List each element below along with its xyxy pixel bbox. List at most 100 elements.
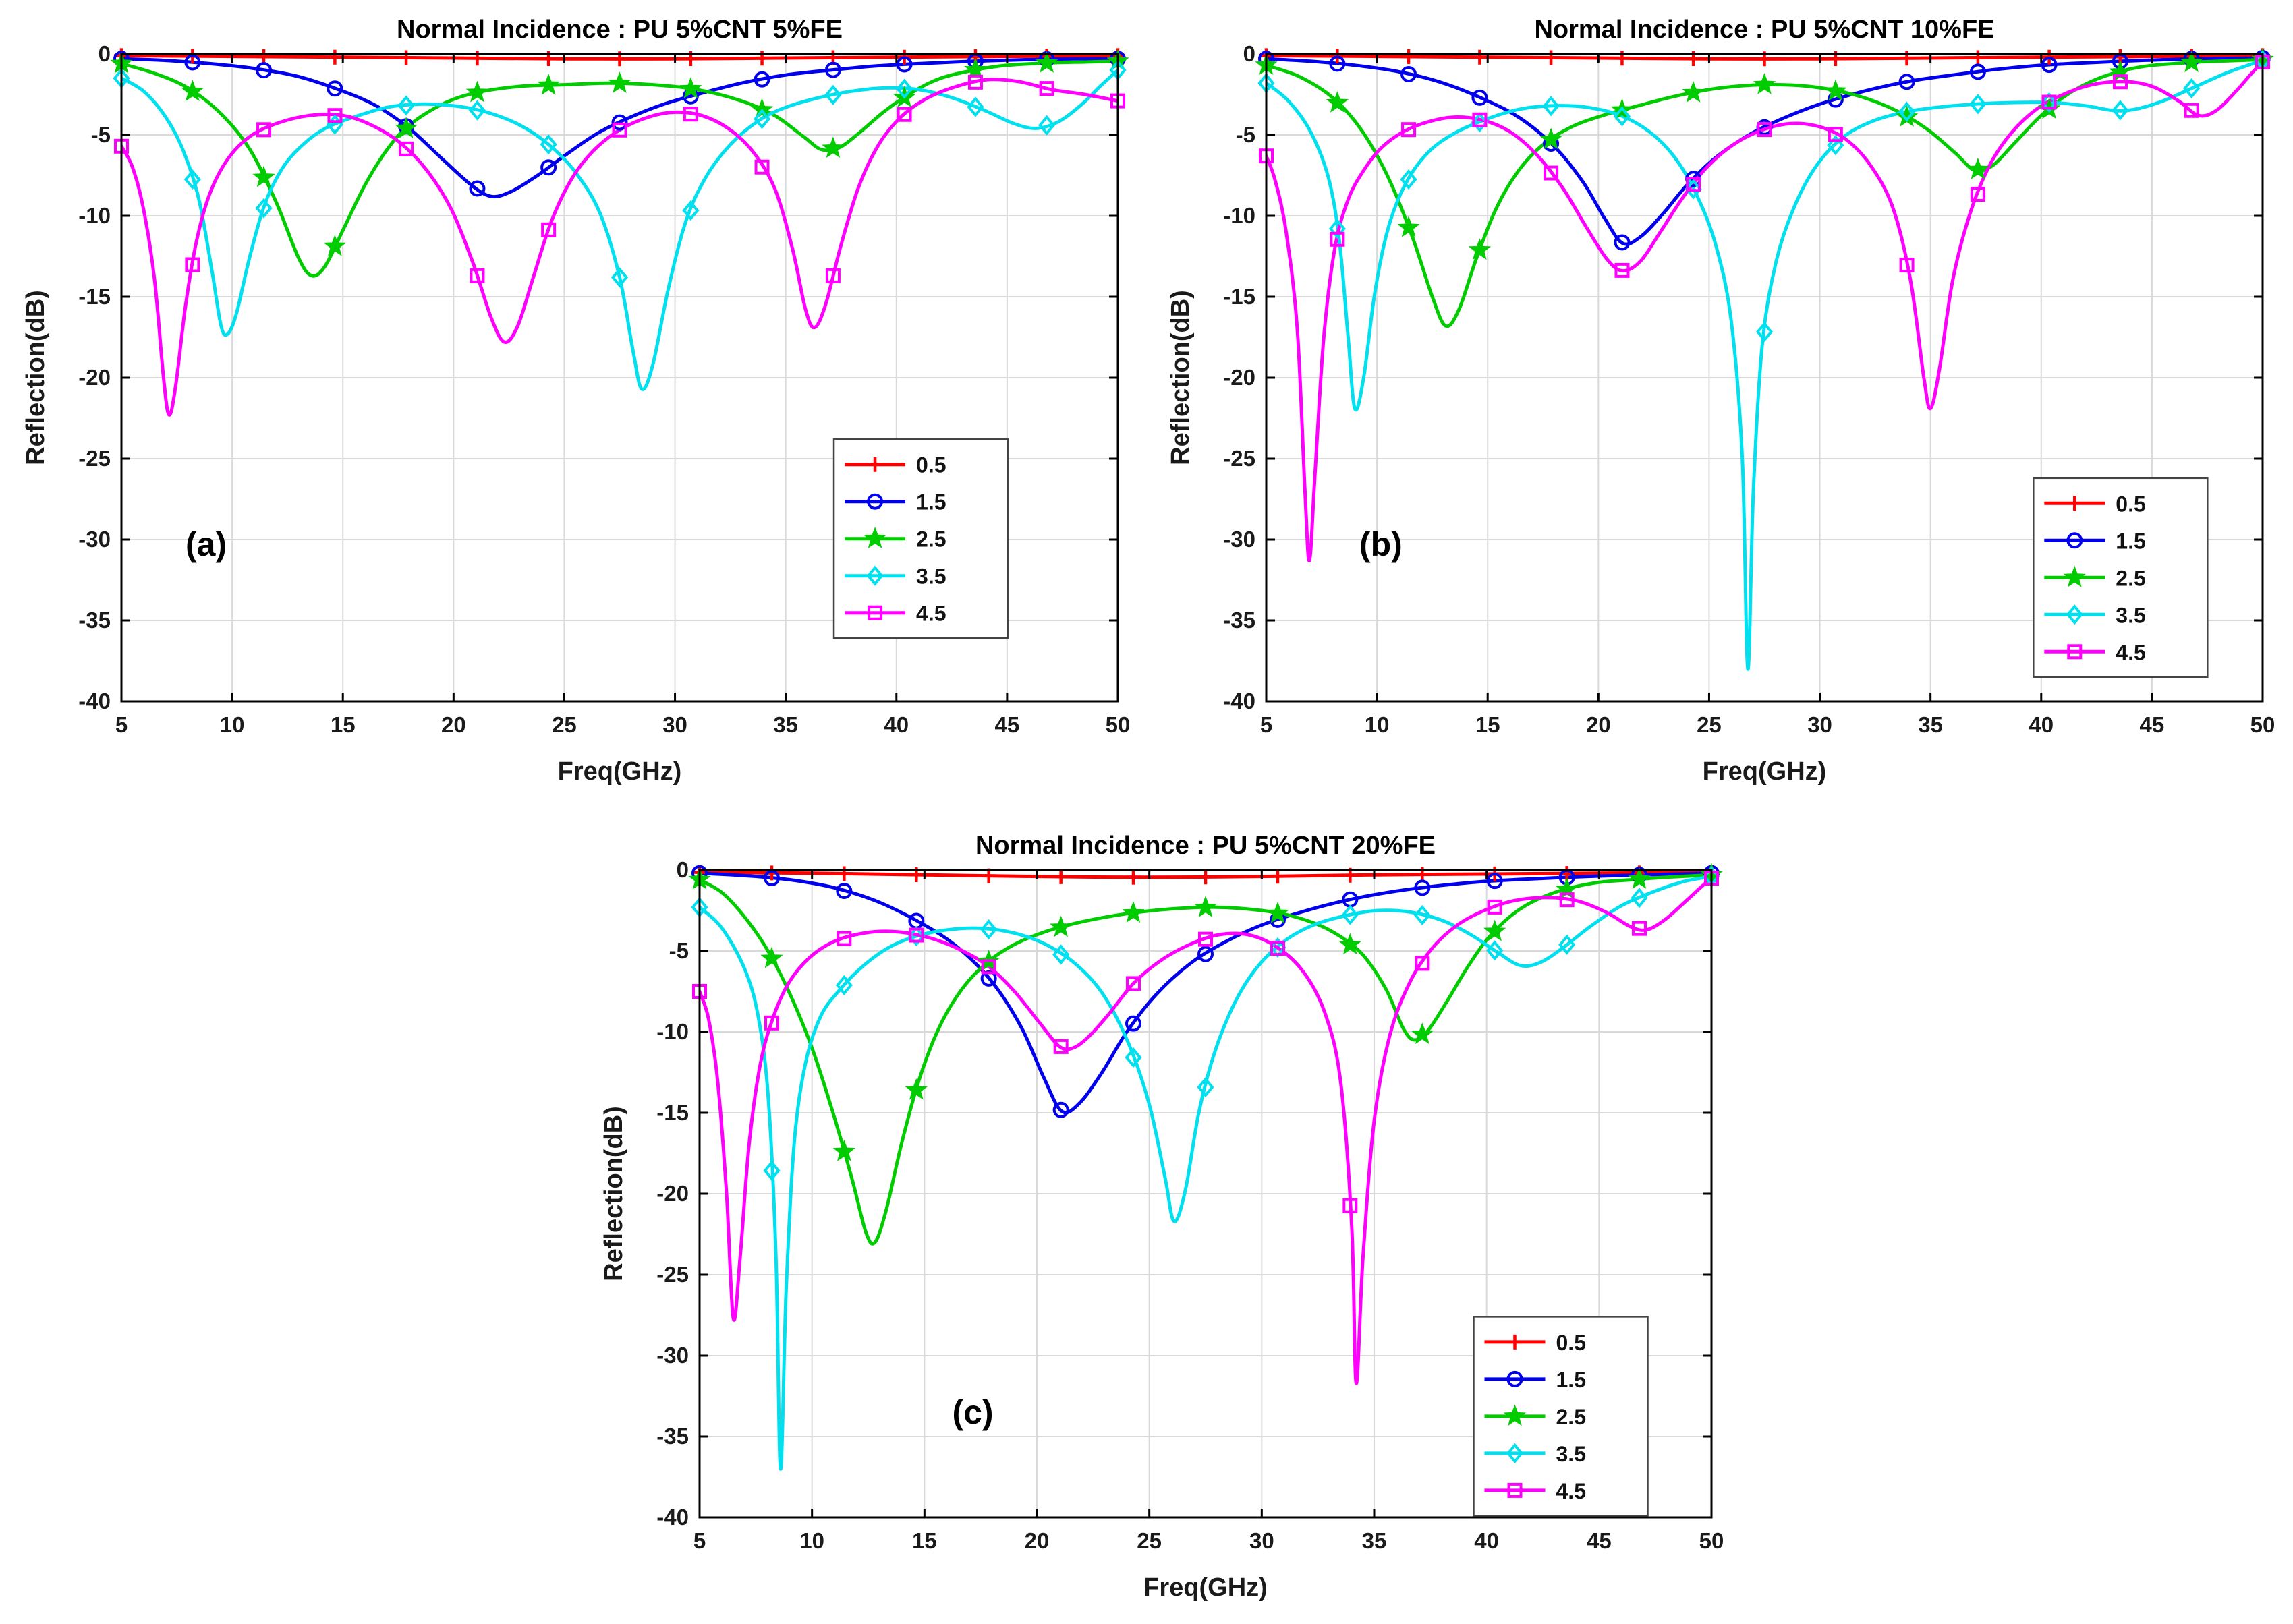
y-tick-label: -5 bbox=[91, 122, 111, 147]
x-tick-label: 30 bbox=[1807, 712, 1832, 737]
square-marker-icon bbox=[1330, 231, 1345, 247]
square-marker-icon bbox=[470, 268, 485, 283]
x-tick-label: 40 bbox=[884, 712, 909, 737]
plus-marker-icon bbox=[1053, 869, 1069, 884]
x-tick-label: 50 bbox=[2250, 712, 2275, 737]
circle-marker-icon bbox=[867, 493, 884, 510]
diamond-marker-icon bbox=[907, 926, 925, 947]
y-axis-label: Reflection(dB) bbox=[1166, 290, 1195, 465]
square-marker-icon bbox=[1053, 1039, 1069, 1054]
x-tick-label: 40 bbox=[1474, 1528, 1499, 1553]
y-tick-label: -5 bbox=[669, 938, 689, 963]
y-tick-label: -30 bbox=[656, 1343, 689, 1368]
x-tick-label: 10 bbox=[1365, 712, 1390, 737]
star-marker-icon bbox=[905, 1078, 928, 1100]
plus-marker-icon bbox=[1126, 869, 1141, 885]
x-tick-label: 50 bbox=[1699, 1528, 1724, 1553]
square-marker-icon bbox=[1507, 1482, 1523, 1498]
diamond-marker-icon bbox=[1898, 101, 1916, 122]
circle-marker-icon bbox=[896, 56, 913, 73]
y-tick-label: -30 bbox=[78, 527, 111, 552]
legend-label: 0.5 bbox=[916, 453, 946, 477]
square-marker-icon bbox=[909, 927, 924, 943]
series-4.5-markers bbox=[1259, 55, 2270, 278]
star-marker-icon bbox=[1050, 915, 1073, 937]
circle-marker-icon bbox=[1969, 63, 1986, 80]
square-marker-icon bbox=[1126, 976, 1141, 991]
circle-marker-icon bbox=[754, 71, 770, 88]
square-marker-icon bbox=[837, 931, 852, 946]
x-tick-label: 30 bbox=[1249, 1528, 1274, 1553]
square-marker-icon bbox=[2184, 103, 2199, 118]
square-marker-icon bbox=[612, 122, 627, 138]
star-marker-icon bbox=[2180, 51, 2203, 73]
x-tick-label: 5 bbox=[1260, 712, 1272, 737]
chart-b-svg: 5 10 15 20 25 30 35 40 45 50 0 -5 -10 -15 -20 -25 -30 -35… bbox=[1166, 16, 2275, 786]
square-marker-icon bbox=[754, 159, 770, 175]
square-marker-icon bbox=[1614, 262, 1630, 278]
star-marker-icon bbox=[1338, 933, 1362, 955]
plus-marker-icon bbox=[837, 866, 852, 881]
star-marker-icon bbox=[1266, 901, 1289, 923]
circle-marker-icon bbox=[1329, 55, 1346, 72]
square-marker-icon bbox=[1472, 112, 1488, 127]
circle-marker-icon bbox=[1506, 1370, 1523, 1387]
tick-marks bbox=[1265, 53, 2264, 703]
square-marker-icon bbox=[967, 74, 983, 90]
circle-marker-icon bbox=[764, 870, 780, 887]
square-marker-icon bbox=[1270, 941, 1285, 956]
legend-label: 3.5 bbox=[2116, 603, 2145, 627]
series-group bbox=[121, 54, 1118, 417]
diamond-marker-icon bbox=[1613, 106, 1631, 127]
circle-marker-icon bbox=[1400, 66, 1417, 83]
square-marker-icon bbox=[1415, 956, 1430, 971]
legend: 0.5 1.5 2.5 3.5 4.5 bbox=[832, 438, 1009, 639]
series-3.5-line bbox=[1266, 59, 2263, 671]
star-marker-icon bbox=[760, 946, 783, 968]
diamond-marker-icon bbox=[1413, 904, 1431, 926]
star-marker-icon bbox=[1326, 91, 1349, 113]
diamond-marker-icon bbox=[1827, 135, 1844, 156]
diamond-marker-icon bbox=[753, 109, 771, 129]
square-marker-icon bbox=[1039, 81, 1054, 96]
circle-marker-icon bbox=[1471, 89, 1488, 106]
circle-marker-icon bbox=[540, 159, 557, 176]
y-tick-label: -10 bbox=[656, 1019, 689, 1044]
diamond-marker-icon bbox=[540, 134, 557, 155]
diamond-marker-icon bbox=[1558, 934, 1576, 955]
tick-marks bbox=[120, 53, 1119, 703]
diamond-marker-icon bbox=[1755, 321, 1774, 343]
circle-marker-icon bbox=[824, 61, 841, 78]
star-marker-icon bbox=[1753, 73, 1776, 94]
y-tick-label: -35 bbox=[1223, 608, 1255, 633]
square-marker-icon bbox=[1198, 931, 1213, 947]
star-marker-icon bbox=[1397, 215, 1420, 237]
star-marker-icon bbox=[252, 165, 275, 187]
diamond-marker-icon bbox=[980, 919, 998, 940]
plus-marker-icon bbox=[1270, 869, 1285, 884]
square-marker-icon bbox=[185, 257, 200, 272]
diamond-marker-icon bbox=[1486, 940, 1504, 961]
y-tick-label: -10 bbox=[78, 203, 111, 228]
star-marker-icon bbox=[1824, 79, 1847, 101]
series-1.5-line bbox=[121, 57, 1118, 199]
x-tick-label: 5 bbox=[693, 1528, 706, 1553]
diamond-marker-icon bbox=[835, 975, 853, 995]
star-marker-icon bbox=[395, 117, 418, 138]
diamond-marker-icon bbox=[1197, 1076, 1214, 1098]
diamond-marker-icon bbox=[866, 565, 884, 586]
circle-marker-icon bbox=[1414, 879, 1431, 896]
legend-label: 4.5 bbox=[916, 602, 946, 626]
square-marker-icon bbox=[1686, 177, 1701, 192]
square-marker-icon bbox=[1632, 921, 1647, 936]
x-tick-label: 15 bbox=[331, 712, 356, 737]
series-3.5-line bbox=[121, 68, 1118, 391]
y-tick-label: -20 bbox=[78, 365, 111, 390]
x-tick-label: 10 bbox=[799, 1528, 824, 1553]
diamond-marker-icon bbox=[183, 169, 201, 190]
star-marker-icon bbox=[832, 1139, 856, 1161]
star-marker-icon bbox=[323, 234, 347, 256]
legend-label: 4.5 bbox=[2116, 640, 2145, 664]
square-marker-icon bbox=[825, 268, 841, 283]
